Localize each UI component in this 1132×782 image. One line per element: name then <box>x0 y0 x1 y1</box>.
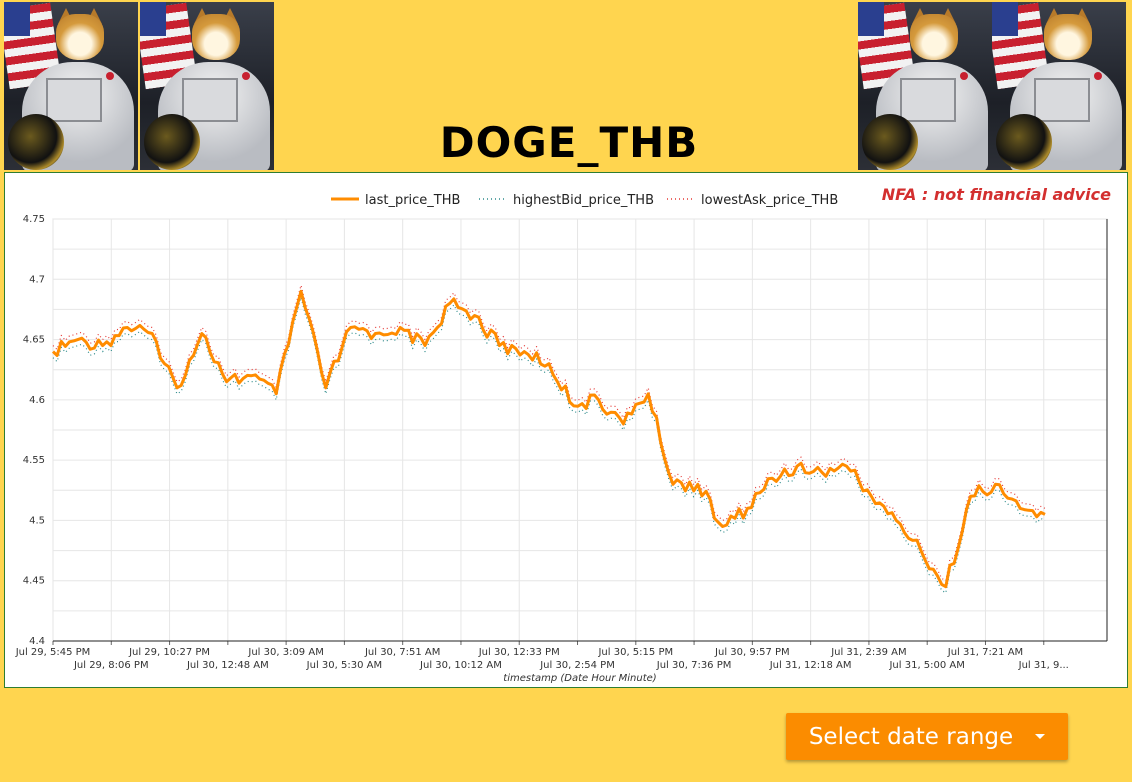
header-banner: DOGE_THB <box>4 0 1128 172</box>
y-tick-label: 4.6 <box>29 395 45 406</box>
y-tick-label: 4.5 <box>29 515 45 526</box>
price-line-chart[interactable]: last_price_THB highestBid_price_THB lowest… <box>5 173 1127 687</box>
x-tick-label: Jul 29, 10:27 PM <box>128 647 210 658</box>
y-tick-label: 4.55 <box>23 455 45 466</box>
disclaimer-text: NFA : not financial advice <box>881 185 1111 204</box>
x-tick-label: Jul 29, 5:45 PM <box>15 647 91 658</box>
x-tick-label: Jul 31, 5:00 AM <box>888 660 964 671</box>
select-date-range-button[interactable]: Select date range <box>786 713 1068 760</box>
x-tick-label: Jul 30, 12:48 AM <box>186 660 269 671</box>
series-line-lowestAsk_price_THB[interactable] <box>52 284 1046 582</box>
doge-astronaut-image <box>992 2 1126 170</box>
y-tick-label: 4.4 <box>29 636 45 647</box>
y-tick-label: 4.45 <box>23 576 45 587</box>
x-tick-label: Jul 30, 12:33 PM <box>478 647 560 658</box>
x-tick-label: Jul 31, 9... <box>1018 660 1069 671</box>
x-tick-label: Jul 30, 5:30 AM <box>306 660 382 671</box>
chart-legend[interactable]: last_price_THB highestBid_price_THB lowest… <box>331 193 838 208</box>
y-tick-label: 4.75 <box>23 214 45 225</box>
chart-grid <box>52 218 1108 642</box>
x-tick-label: Jul 30, 10:12 AM <box>419 660 502 671</box>
page-title: DOGE_THB <box>439 118 699 167</box>
x-tick-label: Jul 30, 2:54 PM <box>539 660 615 671</box>
caret-down-icon <box>1035 734 1046 739</box>
chart-panel: NFA : not financial advice last_price_TH… <box>4 172 1128 688</box>
y-tick-label: 4.65 <box>23 335 45 346</box>
x-axis-title: timestamp (Date Hour Minute) <box>503 673 656 684</box>
x-tick-label: Jul 30, 7:51 AM <box>364 647 440 658</box>
chart-series[interactable] <box>51 284 1046 594</box>
x-tick-label: Jul 29, 8:06 PM <box>73 660 149 671</box>
page: DOGE_THB NFA : not financial advice last… <box>4 0 1128 782</box>
x-tick-label: Jul 30, 9:57 PM <box>714 647 790 658</box>
series-line-last_price_THB[interactable] <box>51 289 1046 589</box>
x-tick-label: Jul 30, 3:09 AM <box>247 647 323 658</box>
y-tick-label: 4.7 <box>29 274 45 285</box>
x-tick-label: Jul 30, 7:36 PM <box>656 660 732 671</box>
doge-astronaut-image <box>858 2 992 170</box>
legend-label[interactable]: lowestAsk_price_THB <box>701 193 838 208</box>
legend-label[interactable]: last_price_THB <box>365 193 460 208</box>
x-tick-label: Jul 31, 12:18 AM <box>769 660 852 671</box>
select-date-range-label: Select date range <box>808 723 1014 750</box>
doge-astronaut-image <box>140 2 274 170</box>
x-tick-label: Jul 31, 2:39 AM <box>830 647 906 658</box>
doge-astronaut-image <box>4 2 138 170</box>
legend-label[interactable]: highestBid_price_THB <box>513 193 654 208</box>
x-tick-label: Jul 30, 5:15 PM <box>597 647 673 658</box>
x-tick-label: Jul 31, 7:21 AM <box>947 647 1023 658</box>
